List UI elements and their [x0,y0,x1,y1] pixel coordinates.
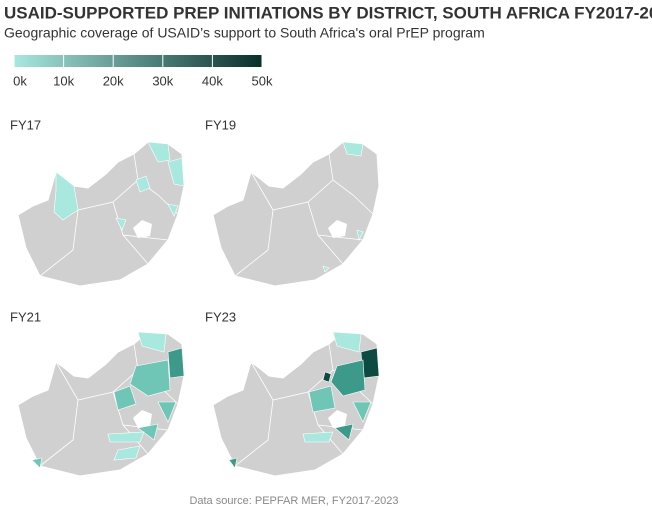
panel-label: FY17 [10,117,41,132]
subtitle: Geographic coverage of USAID’s support t… [4,25,485,41]
source: Data source: PEPFAR MER, FY2017-2023 [189,495,398,507]
legend-tick-label: 0k [13,73,27,88]
legend-tick-label: 10k [53,73,74,88]
map-fy21 [17,331,185,477]
map-fy23 [212,331,380,477]
legend-bar [14,55,262,67]
panel-label: FY23 [205,309,236,324]
legend-tick-label: 40k [202,73,223,88]
map-fy19 [212,141,380,287]
panel-label: FY19 [205,117,236,132]
title: USAID-SUPPORTED PREP INITIATIONS BY DIST… [4,3,652,22]
legend-tick-label: 50k [252,73,273,88]
legend: 0k 10k 20k 30k 40k 50k [13,55,273,88]
panel-label: FY21 [10,309,41,324]
map-fy17 [17,141,185,287]
legend-tick-label: 20k [103,73,124,88]
legend-tick-label: 30k [152,73,173,88]
